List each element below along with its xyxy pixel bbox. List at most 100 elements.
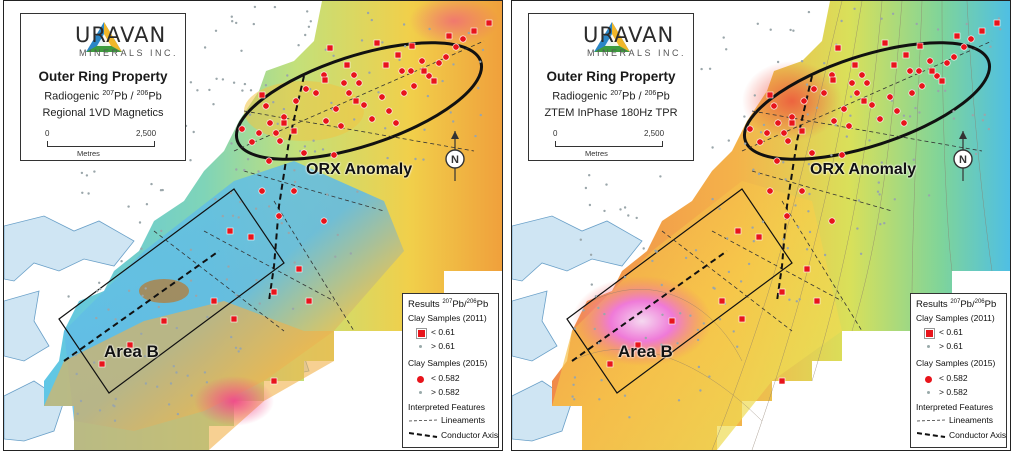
legend-grey-dot-icon — [419, 391, 422, 394]
legend: Results 207Pb/206Pb Clay Samples (2011) … — [910, 293, 1007, 448]
sample-dot-grey — [312, 139, 315, 142]
sample-dot-grey — [597, 342, 601, 345]
sample-dot-grey — [303, 145, 307, 148]
sample-dot-grey — [878, 193, 881, 196]
sample-circle-red — [810, 85, 818, 93]
sample-dot-grey — [248, 113, 252, 116]
sample-circle-red — [858, 71, 866, 79]
sample-circle-red — [418, 57, 426, 65]
sample-dot-grey — [384, 127, 387, 130]
sample-square-red — [160, 317, 168, 325]
sample-dot-grey — [786, 247, 789, 250]
sample-circle-red — [950, 53, 958, 61]
sample-square-red — [352, 97, 360, 105]
sample-dot-grey — [195, 294, 198, 297]
sample-dot-grey — [467, 31, 470, 35]
orx-anomaly-label: ORX Anomaly — [306, 161, 413, 178]
sample-dot-grey — [981, 119, 985, 122]
sample-dot-grey — [235, 294, 238, 297]
sample-dot-grey — [876, 190, 880, 193]
sample-dot-grey — [229, 192, 233, 195]
sample-dot-grey — [784, 178, 787, 181]
sample-square-red — [258, 91, 266, 99]
sample-dot-grey — [286, 74, 289, 77]
sample-circle-red — [400, 89, 408, 97]
sample-square-red — [813, 297, 821, 305]
sample-dot-grey — [661, 313, 664, 316]
logo-triangle-icon — [594, 22, 630, 52]
sample-dot-grey — [757, 172, 761, 176]
sample-dot-grey — [189, 279, 193, 282]
sample-dot-grey — [800, 60, 804, 63]
sample-dot-grey — [603, 312, 606, 316]
sample-dot-grey — [573, 327, 577, 330]
sample-square-red — [851, 61, 859, 69]
sample-dot-grey — [849, 95, 853, 98]
sample-circle-red — [332, 105, 340, 113]
clay-samples-2015-lt — [238, 35, 467, 225]
sample-square-red — [755, 233, 763, 241]
sample-dot-grey — [93, 170, 96, 173]
sample-dot-grey — [235, 21, 238, 25]
sample-circle-red — [960, 43, 968, 51]
sample-circle-red — [774, 119, 782, 127]
sample-dot-grey — [366, 11, 370, 15]
sample-circle-red — [320, 217, 328, 225]
sample-dot-grey — [257, 170, 260, 173]
sample-dot-grey — [291, 307, 295, 310]
sample-dot-grey — [169, 382, 173, 385]
sample-dot-grey — [857, 199, 861, 202]
sample-circle-red — [345, 89, 353, 97]
sample-dot-grey — [353, 118, 356, 121]
north-arrow-icon: N — [952, 131, 974, 181]
legend-red-circle-icon — [417, 376, 424, 383]
sample-dot-grey — [879, 223, 882, 226]
legend-title: Results 207Pb/206Pb — [916, 299, 997, 311]
sample-dot-grey — [214, 29, 218, 32]
clay-samples-2015-gt — [571, 7, 1002, 419]
sample-dot-grey — [268, 205, 271, 208]
sample-dot-grey — [304, 33, 307, 37]
sample-square-red — [834, 44, 842, 52]
sample-square-red — [343, 61, 351, 69]
sample-dot-grey — [623, 276, 627, 279]
sample-dot-grey — [696, 338, 700, 342]
sample-dot-grey — [143, 355, 147, 358]
sample-dot-grey — [80, 171, 84, 175]
sample-circle-red — [425, 72, 433, 80]
sample-dot-grey — [573, 398, 576, 401]
sample-dot-grey — [144, 382, 148, 385]
sample-circle-red — [398, 67, 406, 75]
sample-circle-red — [845, 122, 853, 130]
sample-circle-red — [784, 137, 792, 145]
sample-dot-grey — [918, 111, 921, 114]
sample-dot-grey — [230, 15, 233, 18]
sample-circle-red — [248, 138, 256, 146]
sample-circle-red — [262, 102, 270, 110]
sample-dot-grey — [927, 194, 931, 197]
sample-dot-grey — [332, 54, 335, 57]
sample-dot-grey — [141, 294, 144, 297]
sample-square-red — [788, 119, 796, 127]
sample-circle-red — [863, 79, 871, 87]
sample-dot-grey — [597, 306, 600, 310]
sample-dot-grey — [752, 168, 755, 171]
sample-square-red — [778, 377, 786, 385]
sample-circle-red — [368, 115, 376, 123]
sample-dot-grey — [840, 19, 843, 23]
area-b-label: Area B — [618, 342, 673, 361]
conductor-axis — [63, 75, 305, 362]
sample-square-red — [326, 44, 334, 52]
sample-dot-grey — [377, 91, 380, 94]
sample-square-red — [738, 315, 746, 323]
sample-square-red — [382, 61, 390, 69]
sample-square-red — [430, 77, 438, 85]
sample-dot-grey — [234, 346, 238, 349]
sample-dot-grey — [189, 248, 193, 251]
sample-dot-grey — [231, 20, 234, 23]
sample-dot-grey — [255, 279, 258, 282]
sample-dot-grey — [696, 328, 700, 332]
sample-dot-grey — [999, 28, 1002, 31]
sample-dot-grey — [600, 379, 603, 382]
sample-dot-grey — [853, 7, 856, 10]
